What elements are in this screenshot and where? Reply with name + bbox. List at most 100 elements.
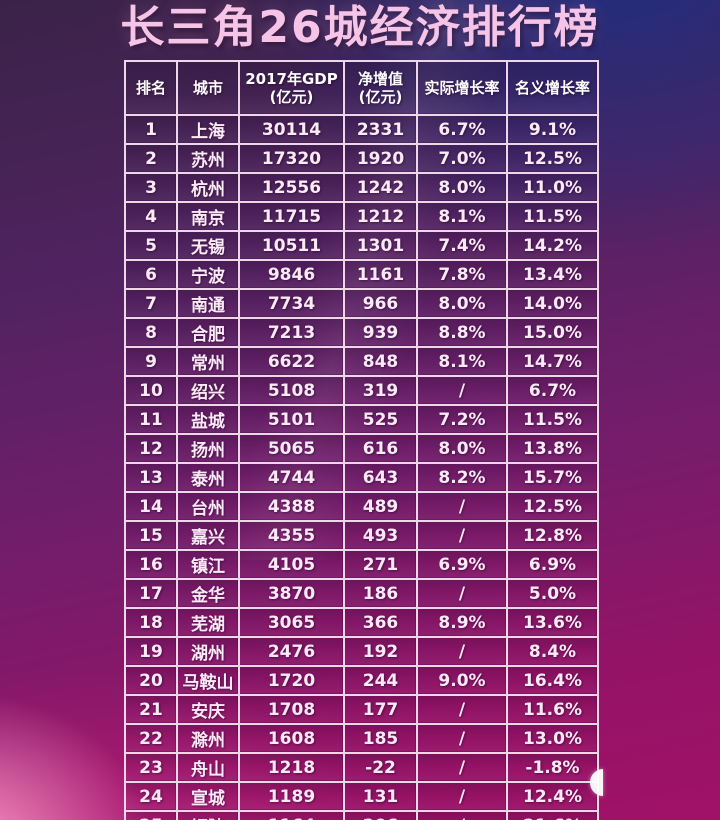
cell-rank: 5	[124, 230, 178, 261]
cell-net-increase: 493	[343, 520, 418, 551]
cell-nominal-growth: 9.1%	[506, 114, 599, 145]
cell-rank: 21	[124, 694, 178, 725]
cell-gdp: 5108	[238, 375, 345, 406]
cell-net-increase: 177	[343, 694, 418, 725]
cell-gdp: 1720	[238, 665, 345, 696]
cell-real-growth: /	[416, 723, 508, 754]
cell-rank: 12	[124, 433, 178, 464]
cell-rank: 13	[124, 462, 178, 493]
cell-rank: 10	[124, 375, 178, 406]
cell-net-increase: 2331	[343, 114, 418, 145]
cell-nominal-growth: 13.4%	[506, 259, 599, 290]
cell-real-growth: /	[416, 810, 508, 820]
cell-net-increase: 848	[343, 346, 418, 377]
cell-net-increase: 319	[343, 375, 418, 406]
cell-real-growth: /	[416, 578, 508, 609]
cell-real-growth: /	[416, 375, 508, 406]
cell-city: 绍兴	[176, 375, 240, 406]
cell-nominal-growth: 14.2%	[506, 230, 599, 261]
cell-real-growth: /	[416, 520, 508, 551]
cell-rank: 6	[124, 259, 178, 290]
cell-gdp: 4355	[238, 520, 345, 551]
cell-rank: 22	[124, 723, 178, 754]
cell-rank: 14	[124, 491, 178, 522]
table-body: 1 上海 30114 2331 6.7% 9.1% 2 苏州 17320 1920 7.0% 12.5…	[124, 114, 599, 820]
cell-net-increase: 244	[343, 665, 418, 696]
table-row: 2 苏州 17320 1920 7.0% 12.5%	[124, 143, 599, 174]
table-row: 19 湖州 2476 192/8.4%	[124, 636, 599, 667]
cell-nominal-growth: 15.0%	[506, 317, 599, 348]
cell-real-growth: /	[416, 694, 508, 725]
cell-net-increase: -22	[343, 752, 418, 783]
cell-city: 合肥	[176, 317, 240, 348]
cell-gdp: 1189	[238, 781, 345, 812]
cell-city: 镇江	[176, 549, 240, 580]
cell-rank: 19	[124, 636, 178, 667]
cell-city: 杭州	[176, 172, 240, 203]
cell-gdp: 5101	[238, 404, 345, 435]
cell-city: 湖州	[176, 636, 240, 667]
cell-city: 台州	[176, 491, 240, 522]
cell-nominal-growth: 14.7%	[506, 346, 599, 377]
cell-city: 马鞍山	[176, 665, 240, 696]
table-row: 21 安庆 1708 177/11.6%	[124, 694, 599, 725]
cell-nominal-growth: 12.5%	[506, 143, 599, 174]
cell-net-increase: 192	[343, 636, 418, 667]
cell-gdp: 3065	[238, 607, 345, 638]
cell-rank: 9	[124, 346, 178, 377]
cell-gdp: 30114	[238, 114, 345, 145]
table-row: 16 镇江 4105 271 6.9% 6.9%	[124, 549, 599, 580]
cell-nominal-growth: 11.5%	[506, 404, 599, 435]
cell-city: 嘉兴	[176, 520, 240, 551]
table-row: 14 台州 4388 489/12.5%	[124, 491, 599, 522]
cell-nominal-growth: 6.7%	[506, 375, 599, 406]
table-row: 7 南通 7734 966 8.0% 14.0%	[124, 288, 599, 319]
cell-real-growth: 6.7%	[416, 114, 508, 145]
cell-net-increase: 271	[343, 549, 418, 580]
cell-real-growth: /	[416, 781, 508, 812]
cell-real-growth: /	[416, 636, 508, 667]
table-row: 4 南京 11715 1212 8.1% 11.5%	[124, 201, 599, 232]
cell-city: 苏州	[176, 143, 240, 174]
table-row: 6 宁波 9846 1161 7.8% 13.4%	[124, 259, 599, 290]
cell-real-growth: 8.1%	[416, 346, 508, 377]
cell-city: 铜陵	[176, 810, 240, 820]
col-header-rank: 排名	[124, 60, 178, 116]
cell-net-increase: 1161	[343, 259, 418, 290]
cell-gdp: 1708	[238, 694, 345, 725]
cell-gdp: 17320	[238, 143, 345, 174]
cell-gdp: 11715	[238, 201, 345, 232]
col-header-net-increase: 净增值 (亿元)	[343, 60, 418, 116]
cell-net-increase: 1301	[343, 230, 418, 261]
cell-rank: 24	[124, 781, 178, 812]
table-row: 15 嘉兴 4355 493/12.8%	[124, 520, 599, 551]
cell-city: 南京	[176, 201, 240, 232]
cell-rank: 11	[124, 404, 178, 435]
cell-real-growth: 7.4%	[416, 230, 508, 261]
cell-city: 芜湖	[176, 607, 240, 638]
cell-real-growth: 8.2%	[416, 462, 508, 493]
cell-gdp: 7213	[238, 317, 345, 348]
cell-gdp: 5065	[238, 433, 345, 464]
table-row: 10 绍兴 5108 319/6.7%	[124, 375, 599, 406]
cell-city: 滁州	[176, 723, 240, 754]
cell-nominal-growth: 13.8%	[506, 433, 599, 464]
cell-city: 宣城	[176, 781, 240, 812]
cell-nominal-growth: 11.6%	[506, 694, 599, 725]
cell-nominal-growth: 13.6%	[506, 607, 599, 638]
cell-gdp: 1164	[238, 810, 345, 820]
cell-rank: 17	[124, 578, 178, 609]
cell-rank: 20	[124, 665, 178, 696]
cell-real-growth: 8.0%	[416, 172, 508, 203]
cell-rank: 23	[124, 752, 178, 783]
table-row: 1 上海 30114 2331 6.7% 9.1%	[124, 114, 599, 145]
cell-city: 宁波	[176, 259, 240, 290]
cell-gdp: 9846	[238, 259, 345, 290]
cell-net-increase: 206	[343, 810, 418, 820]
cell-city: 上海	[176, 114, 240, 145]
cell-net-increase: 966	[343, 288, 418, 319]
table-row: 13 泰州 4744 643 8.2% 15.7%	[124, 462, 599, 493]
table-row: 24 宣城 1189 131/12.4%	[124, 781, 599, 812]
cell-nominal-growth: -1.8%	[506, 752, 599, 783]
